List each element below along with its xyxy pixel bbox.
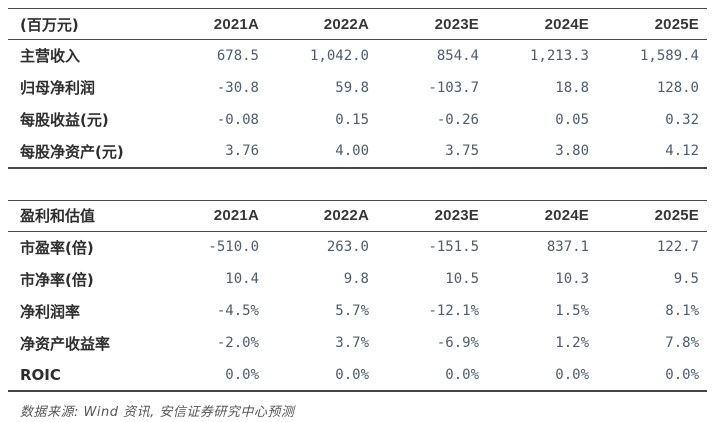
metric-value: 122.7 [656, 239, 699, 256]
metric-value: 1,589.4 [639, 47, 699, 64]
metric-value: 1.2% [555, 335, 589, 351]
metric-value: 678.5 [216, 47, 259, 64]
metric-label: 每股净资产(元) [20, 142, 124, 161]
metric-label: 市净率(倍) [20, 270, 94, 289]
metric-value: 0.0% [445, 366, 479, 383]
valuation-summary-table: 盈利和估值 2021A 2022A 2023E 2024E 2025E 市盈率(… [8, 199, 707, 392]
year-header-2021a: 2021A [213, 15, 259, 33]
metric-value: -103.7 [428, 79, 479, 96]
metric-value: 0.0% [225, 366, 259, 383]
valuation-section-header: 盈利和估值 [20, 207, 96, 225]
metric-label: 市盈率(倍) [20, 238, 94, 257]
table-row-eps: 每股收益(元) -0.08 0.15 -0.26 0.05 0.32 [8, 104, 707, 136]
metric-value: 10.4 [225, 271, 259, 287]
year-header-2023e: 2023E [434, 207, 479, 224]
table-row-pe: 市盈率(倍) -510.0 263.0 -151.5 837.1 122.7 [8, 231, 707, 263]
metric-value: 3.7% [335, 335, 369, 351]
metric-value: 59.8 [335, 79, 369, 96]
data-source-note: 数据来源: Wind 资讯, 安信证券研究中心预测 [20, 405, 295, 420]
year-header-2025e: 2025E [654, 207, 699, 224]
metric-value: -30.8 [216, 79, 259, 96]
table-row-net-margin: 净利润率 -4.5% 5.7% -12.1% 1.5% 8.1% [8, 295, 707, 327]
metric-label: ROIC [20, 365, 61, 384]
metric-value: 0.32 [665, 111, 699, 128]
metric-value: 3.80 [555, 143, 589, 159]
metric-label: 净资产收益率 [20, 334, 111, 353]
metric-value: 263.0 [326, 239, 369, 256]
table-header-row: 盈利和估值 2021A 2022A 2023E 2024E 2025E [8, 200, 707, 231]
table-row-net-profit: 归母净利润 -30.8 59.8 -103.7 18.8 128.0 [8, 72, 707, 104]
table-header-row: (百万元) 2021A 2022A 2023E 2024E 2025E [8, 9, 707, 40]
year-header-2024e: 2024E [544, 15, 589, 33]
metric-value: -151.5 [428, 239, 479, 256]
metric-value: 3.75 [445, 143, 479, 159]
metric-value: 837.1 [546, 239, 589, 256]
year-header-2021a: 2021A [213, 207, 259, 224]
metric-value: 10.5 [445, 271, 479, 287]
metric-value: 854.4 [436, 47, 479, 64]
table-row-roic: ROIC 0.0% 0.0% 0.0% 0.0% 0.0% [8, 359, 707, 391]
table-row-revenue: 主营收入 678.5 1,042.0 854.4 1,213.3 1,589.4 [8, 40, 707, 72]
metric-value: 7.8% [665, 335, 699, 351]
metric-value: 3.76 [225, 143, 259, 159]
metric-value: -6.9% [436, 335, 479, 351]
metric-value: 0.0% [555, 366, 589, 383]
table-row-roe: 净资产收益率 -2.0% 3.7% -6.9% 1.2% 7.8% [8, 327, 707, 359]
metric-value: 9.8 [343, 271, 369, 287]
metric-value: 9.5 [673, 271, 699, 287]
metric-value: 4.12 [665, 143, 699, 159]
income-summary-table: (百万元) 2021A 2022A 2023E 2024E 2025E 主营收入… [8, 8, 707, 169]
metric-value: 10.3 [555, 271, 589, 287]
year-header-2022a: 2022A [323, 15, 369, 33]
metric-value: -12.1% [428, 303, 479, 319]
year-header-2025e: 2025E [654, 15, 699, 33]
metric-value: 128.0 [656, 79, 699, 96]
metric-value: 0.05 [555, 111, 589, 128]
year-header-2022a: 2022A [323, 207, 369, 224]
metric-value: 0.0% [335, 366, 369, 383]
metric-value: -4.5% [216, 303, 259, 319]
metric-label: 归母净利润 [20, 79, 96, 97]
unit-header: (百万元) [20, 15, 79, 34]
metric-value: 5.7% [335, 303, 369, 319]
metric-value: 0.0% [665, 366, 699, 383]
year-header-2024e: 2024E [544, 207, 589, 224]
metric-value: 8.1% [665, 303, 699, 319]
metric-value: -2.0% [216, 335, 259, 351]
table-row-pb: 市净率(倍) 10.4 9.8 10.5 10.3 9.5 [8, 263, 707, 295]
metric-value: -0.26 [436, 111, 479, 128]
table-row-bvps: 每股净资产(元) 3.76 4.00 3.75 3.80 4.12 [8, 136, 707, 168]
metric-value: 1,213.3 [529, 47, 589, 64]
metric-value: 1,042.0 [309, 47, 369, 64]
metric-value: 4.00 [335, 143, 369, 159]
metric-label: 每股收益(元) [20, 111, 109, 129]
metric-label: 净利润率 [20, 302, 81, 321]
metric-value: 0.15 [335, 111, 369, 128]
metric-label: 主营收入 [20, 47, 81, 66]
metric-value: 1.5% [555, 303, 589, 319]
metric-value: -510.0 [208, 239, 259, 256]
year-header-2023e: 2023E [434, 15, 479, 33]
metric-value: -0.08 [216, 111, 259, 128]
metric-value: 18.8 [555, 79, 589, 96]
